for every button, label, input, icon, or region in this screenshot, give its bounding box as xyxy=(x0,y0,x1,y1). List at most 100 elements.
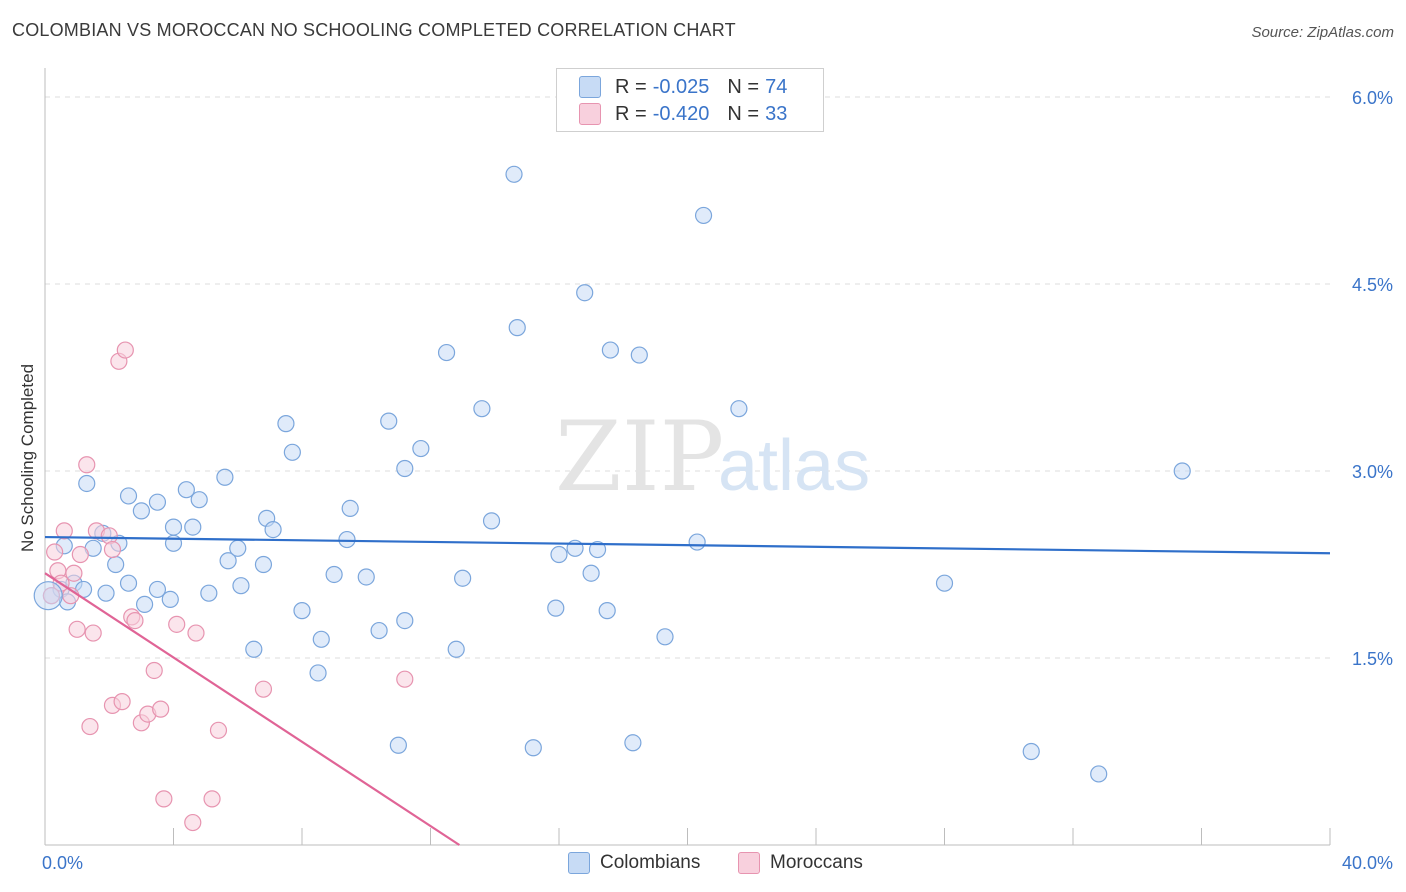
point-colombians xyxy=(132,502,150,520)
data-points xyxy=(33,165,1191,832)
point-colombians xyxy=(309,664,327,682)
legend-swatch-pink xyxy=(579,103,601,125)
point-colombians xyxy=(293,602,311,620)
y-tick-label: 3.0% xyxy=(1352,462,1393,482)
point-colombians xyxy=(283,443,301,461)
point-colombians xyxy=(357,568,375,586)
point-colombians xyxy=(396,459,414,478)
point-colombians xyxy=(164,518,183,536)
point-colombians xyxy=(508,319,526,337)
legend-row-colombians: R = -0.025 N = 74 xyxy=(579,76,787,98)
point-colombians xyxy=(370,621,388,640)
point-colombians xyxy=(380,412,398,430)
point-colombians xyxy=(229,539,247,557)
legend-label-colombians: Colombians xyxy=(600,852,701,873)
trend-lines xyxy=(44,535,1331,846)
trend-line-colombians xyxy=(44,535,1331,555)
point-moroccans xyxy=(84,624,102,642)
legend-swatch-blue xyxy=(579,76,601,98)
point-colombians xyxy=(524,739,542,757)
point-moroccans xyxy=(113,693,131,711)
point-moroccans xyxy=(145,661,163,680)
point-moroccans xyxy=(116,341,134,359)
legend-n-label: N = xyxy=(727,75,760,98)
point-moroccans xyxy=(187,624,205,642)
point-moroccans xyxy=(184,813,202,832)
point-moroccans xyxy=(203,790,221,808)
point-colombians xyxy=(688,533,706,551)
chart-title: COLOMBIAN VS MOROCCAN NO SCHOOLING COMPL… xyxy=(12,20,736,40)
point-colombians xyxy=(97,584,115,602)
point-colombians xyxy=(200,584,218,602)
point-moroccans xyxy=(46,543,64,561)
legend-r-value: -0.420 xyxy=(652,102,710,125)
point-colombians xyxy=(119,487,138,505)
point-colombians xyxy=(582,564,600,582)
point-moroccans xyxy=(396,670,414,688)
point-colombians xyxy=(184,518,202,536)
point-colombians xyxy=(1090,765,1108,783)
point-moroccans xyxy=(209,721,228,739)
point-cluster xyxy=(33,581,63,611)
point-colombians xyxy=(412,439,430,458)
point-colombians xyxy=(389,736,407,754)
point-moroccans xyxy=(81,717,99,736)
tick-labels: 1.5% 3.0% 4.5% 6.0% 0.0% 40.0% xyxy=(42,88,1393,873)
point-moroccans xyxy=(78,456,96,474)
x-tick-label: 0.0% xyxy=(42,853,83,873)
y-tick-label: 4.5% xyxy=(1352,275,1393,295)
point-moroccans xyxy=(68,620,86,638)
point-moroccans xyxy=(126,611,144,630)
point-colombians xyxy=(601,341,620,359)
point-colombians xyxy=(1022,742,1040,761)
legend-r-value: -0.025 xyxy=(652,75,710,98)
point-moroccans xyxy=(155,790,173,808)
point-colombians xyxy=(630,346,648,364)
point-colombians xyxy=(598,602,616,620)
point-colombians xyxy=(312,630,330,648)
point-colombians xyxy=(119,574,138,592)
watermark-zip: ZIP xyxy=(555,401,724,513)
point-colombians xyxy=(437,343,456,362)
point-colombians xyxy=(656,628,674,646)
point-colombians xyxy=(447,640,465,658)
point-colombians xyxy=(576,284,594,302)
y-tick-label: 1.5% xyxy=(1352,649,1393,669)
point-colombians xyxy=(190,491,208,509)
point-moroccans xyxy=(55,522,73,540)
point-colombians xyxy=(624,734,642,752)
point-colombians xyxy=(341,499,359,517)
x-tick-label: 40.0% xyxy=(1342,853,1393,873)
correlation-legend: R = -0.025 N = 74 R = -0.420 N = 33 xyxy=(556,68,824,132)
point-moroccans xyxy=(254,680,273,698)
point-moroccans xyxy=(103,540,122,559)
point-colombians xyxy=(254,555,273,574)
point-colombians xyxy=(338,530,356,549)
y-tick-label: 6.0% xyxy=(1352,88,1393,108)
point-colombians xyxy=(216,468,234,486)
watermark-atlas: atlas xyxy=(718,426,870,506)
point-colombians xyxy=(588,540,607,559)
point-colombians xyxy=(135,595,154,613)
legend-r-label: R = xyxy=(615,102,647,125)
grid-lines xyxy=(45,96,1330,659)
point-colombians xyxy=(148,493,167,511)
point-colombians xyxy=(232,577,250,595)
point-colombians xyxy=(161,590,179,609)
y-axis-label: No Schooling Completed xyxy=(18,363,37,553)
legend-item-colombians[interactable]: Colombians xyxy=(568,852,700,874)
legend-item-moroccans[interactable]: Moroccans xyxy=(738,852,863,874)
trend-line-moroccans xyxy=(44,572,461,846)
point-colombians xyxy=(396,611,414,630)
source-label[interactable]: Source: ZipAtlas.com xyxy=(1251,24,1394,41)
point-colombians xyxy=(454,569,472,587)
point-colombians xyxy=(277,415,295,433)
legend-n-value: 74 xyxy=(765,75,788,98)
point-moroccans xyxy=(168,615,186,633)
point-colombians xyxy=(219,552,237,570)
legend-row-moroccans: R = -0.420 N = 33 xyxy=(579,103,787,125)
point-colombians xyxy=(473,400,491,418)
point-moroccans xyxy=(152,700,170,718)
point-colombians xyxy=(78,474,96,493)
